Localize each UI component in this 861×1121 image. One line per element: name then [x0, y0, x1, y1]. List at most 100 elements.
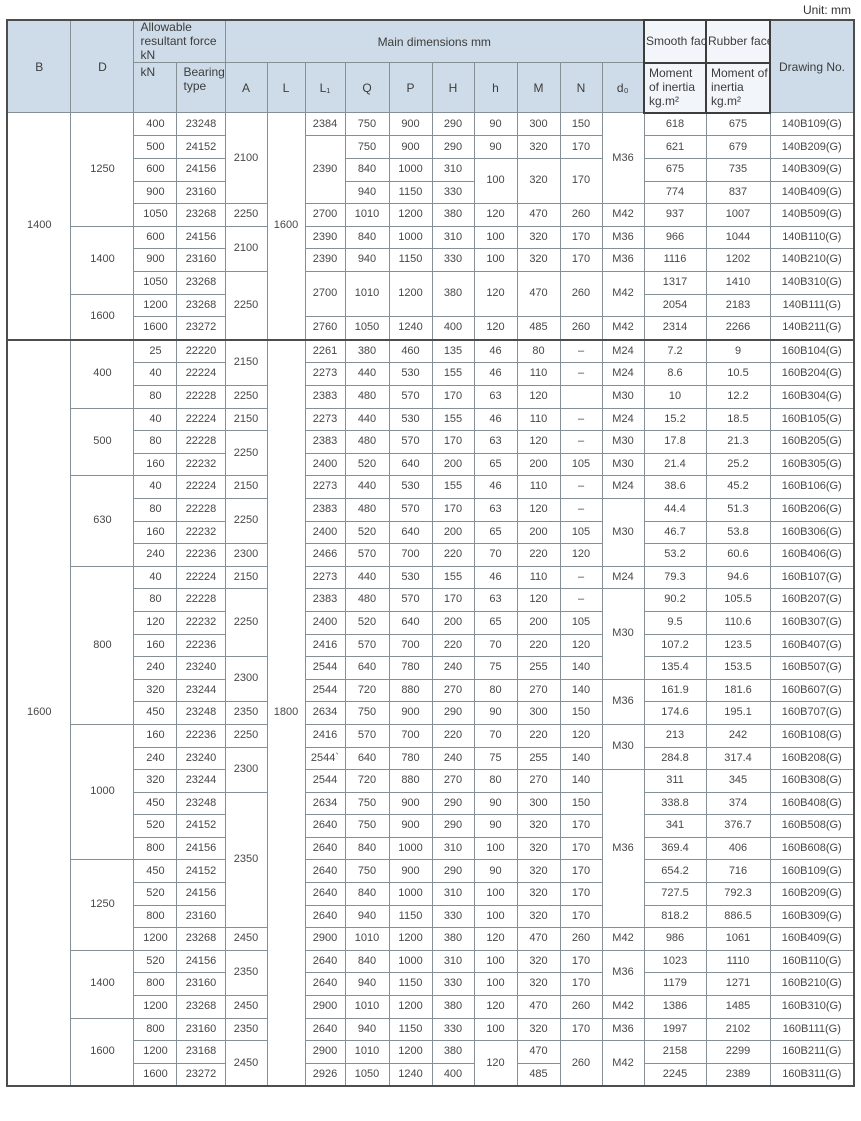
table-cell: 200 [431, 610, 475, 635]
table-cell: 23160 [176, 180, 226, 205]
table-cell: 470 [516, 203, 561, 227]
table-cell: 2350 [224, 791, 268, 929]
table-cell: 2640 [304, 972, 346, 997]
table-cell: 400 [431, 1062, 475, 1087]
table-cell: – [559, 565, 603, 590]
table-cell: 750 [344, 701, 390, 725]
table-cell: 440 [344, 407, 390, 432]
table-cell: 90 [473, 814, 518, 838]
table-row: 80 22228 2250 2383 480 570 170 63 120– M30 90.2 105… [7, 588, 855, 680]
table-cell: 320 [516, 1017, 561, 1042]
table-cell: 140B109(G) [769, 112, 855, 137]
table-row: 1600 400 25 22220 2150 1800 2261 380 460 135 46 80–… [6, 338, 855, 1087]
table-cell: 2383 [304, 497, 346, 522]
table-cell: 470 [516, 995, 561, 1019]
table-row: 1600 23272 2926 1050 1240 400 485 2245 2389 160B3… [7, 1062, 855, 1087]
table-cell: 818.2 [643, 904, 707, 929]
table-cell: 63 [473, 588, 518, 612]
table-cell: 500 [133, 135, 178, 160]
table-cell: 2261 [304, 338, 346, 364]
table-cell: 120 [473, 1040, 518, 1087]
header-cell: Allowable resultant force kN [133, 19, 226, 64]
table-cell: 2544` [304, 746, 346, 771]
table-cell: 120 [473, 995, 518, 1019]
table-cell: 135.4 [643, 656, 707, 680]
table-cell: 110 [516, 475, 561, 499]
table-cell: 640 [388, 520, 433, 545]
table-cell: 2273 [304, 407, 346, 432]
table-cell: 2384 [304, 112, 346, 137]
table-cell: 338.8 [643, 791, 707, 816]
table-cell: 1600 [133, 316, 178, 341]
table-cell: 63 [473, 430, 518, 454]
table-cell: 570 [344, 543, 390, 567]
table-cell: 2273 [304, 475, 346, 499]
table-cell: 720 [344, 678, 390, 703]
table-cell: 220 [431, 633, 475, 658]
table-cell: 105 [559, 610, 603, 635]
table-cell: – [559, 497, 603, 522]
table-cell: 2544 [304, 769, 346, 793]
table-cell: 320 [516, 158, 561, 205]
table-cell: 170 [431, 385, 475, 409]
table-cell: 123.5 [705, 633, 771, 658]
table-cell: 160B407(G) [769, 633, 855, 658]
table-cell: 21.4 [643, 452, 707, 477]
table-cell: 1010 [344, 995, 390, 1019]
table-cell: 170 [431, 588, 475, 612]
table-cell: 120 [516, 588, 561, 612]
table-cell: 800 [133, 972, 178, 997]
table-cell: 120 [559, 633, 603, 658]
table-cell: 270 [516, 769, 561, 793]
table-cell: M30 [601, 723, 645, 771]
table-cell: – [559, 475, 603, 499]
table-cell: 716 [705, 859, 771, 884]
table-cell: 380 [344, 338, 390, 364]
table-cell: 880 [388, 678, 433, 703]
table-cell: 2544 [304, 656, 346, 680]
table-cell: 90.2 [643, 588, 707, 612]
table-cell: 24152 [176, 814, 226, 838]
table-cell: 9 [705, 338, 771, 364]
table-cell: 160B106(G) [769, 475, 855, 499]
table-cell: 255 [516, 656, 561, 680]
table-cell: 22224 [176, 407, 226, 432]
table-cell: 155 [431, 407, 475, 432]
table-cell: 23240 [176, 656, 226, 680]
table-cell: 22224 [176, 565, 226, 590]
table-cell: 181.6 [705, 678, 771, 703]
table-cell: 174.6 [643, 701, 707, 725]
table-cell: 900 [388, 112, 433, 137]
table-cell: 22232 [176, 610, 226, 635]
header-cell: kN [133, 62, 178, 114]
table-cell: 1050 [344, 316, 390, 341]
table-cell: 2150 [224, 407, 268, 432]
table-cell: 1150 [388, 1017, 433, 1042]
table-cell: 160B211(G) [769, 1040, 855, 1064]
table-cell: 485 [516, 1062, 561, 1087]
table-cell: 23160 [176, 972, 226, 997]
table-cell: 240 [133, 656, 178, 680]
header-cell: N [559, 62, 603, 114]
table-cell: 160 [133, 723, 178, 748]
table-cell: 2900 [304, 1040, 346, 1064]
table-cell: 120 [516, 385, 561, 409]
table-cell: 406 [705, 836, 771, 861]
table-cell: 23248 [176, 791, 226, 816]
table-cell: 45.2 [705, 475, 771, 499]
table-cell: 2350 [224, 701, 268, 725]
table-cell: 1240 [388, 1062, 433, 1087]
table-cell: 900 [388, 791, 433, 816]
table-cell: 1010 [344, 927, 390, 951]
table-cell: 60.6 [705, 543, 771, 567]
table-cell: 22236 [176, 543, 226, 567]
table-cell: 2183 [705, 293, 771, 318]
table-cell: M30 [601, 385, 645, 409]
table-cell: 23268 [176, 995, 226, 1019]
table-cell: 2760 [304, 316, 346, 341]
table-cell: 1485 [705, 995, 771, 1019]
table-cell: 80 [133, 385, 178, 409]
table-cell: 1010 [344, 1040, 390, 1064]
table-cell: 900 [133, 248, 178, 273]
table-cell: 105 [559, 520, 603, 545]
